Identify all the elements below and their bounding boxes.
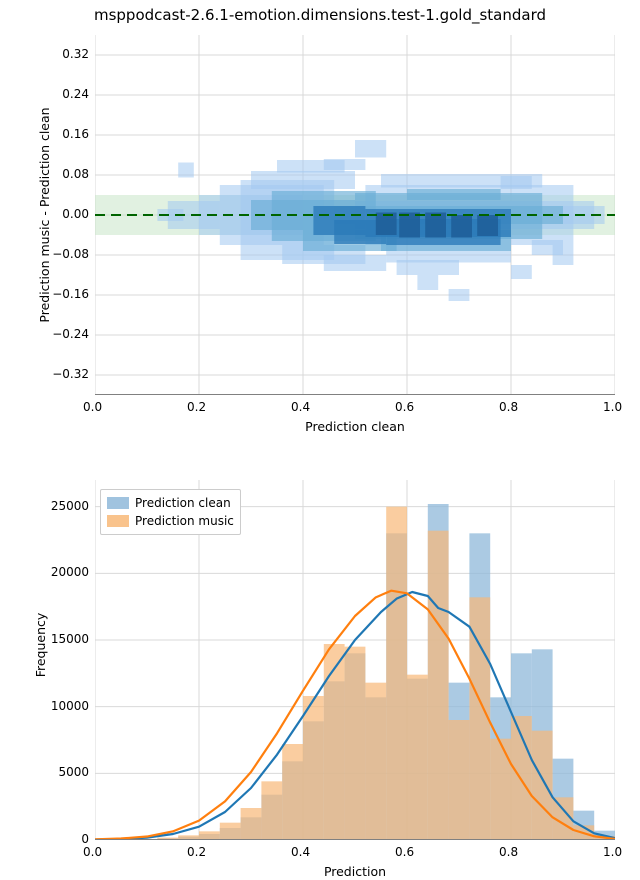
top-ytick-label: 0.00 [62,207,89,221]
bottom-xtick-label: 0.4 [291,845,310,859]
top-xtick-label: 0.2 [187,400,206,414]
top-ytick-label: −0.08 [52,247,89,261]
figure-title: msppodcast-2.6.1-emotion.dimensions.test… [0,6,640,24]
bottom-xtick-label: 1.0 [603,845,622,859]
top-ytick-label: −0.32 [52,367,89,381]
top-xtick-label: 0.8 [499,400,518,414]
bottom-xlabel: Prediction [95,864,615,879]
bottom-ytick-label: 10000 [51,699,89,713]
legend-label: Prediction clean [135,496,231,510]
top-ylabel: Prediction music - Prediction clean [37,95,52,335]
bottom-xtick-label: 0.8 [499,845,518,859]
figure: msppodcast-2.6.1-emotion.dimensions.test… [0,0,640,880]
top-ytick-label: 0.32 [62,47,89,61]
top-xtick-label: 0.0 [83,400,102,414]
legend-item: Prediction music [107,512,234,530]
top-xtick-label: 1.0 [603,400,622,414]
bottom-ytick-label: 25000 [51,499,89,513]
top-scatter-plot [95,35,615,395]
bottom-xtick-label: 0.0 [83,845,102,859]
bottom-ytick-label: 15000 [51,632,89,646]
top-spine-bottom [95,394,615,395]
top-plot-svg [95,35,615,395]
top-xtick-label: 0.4 [291,400,310,414]
bottom-ytick-label: 0 [81,832,89,846]
legend-item: Prediction clean [107,494,234,512]
top-xlabel: Prediction clean [95,419,615,434]
top-xtick-label: 0.6 [395,400,414,414]
legend-patch [107,497,129,509]
top-ytick-label: 0.08 [62,167,89,181]
bottom-ytick-label: 20000 [51,565,89,579]
bottom-ylabel: Frequency [33,595,48,695]
top-ytick-label: 0.24 [62,87,89,101]
bottom-xtick-label: 0.2 [187,845,206,859]
legend-patch [107,515,129,527]
bottom-spine-bottom [95,839,615,840]
top-ytick-label: −0.16 [52,287,89,301]
top-ytick-label: 0.16 [62,127,89,141]
bottom-ytick-label: 5000 [58,765,89,779]
bottom-xtick-label: 0.6 [395,845,414,859]
top-ytick-label: −0.24 [52,327,89,341]
legend-label: Prediction music [135,514,234,528]
legend: Prediction clean Prediction music [100,489,241,535]
